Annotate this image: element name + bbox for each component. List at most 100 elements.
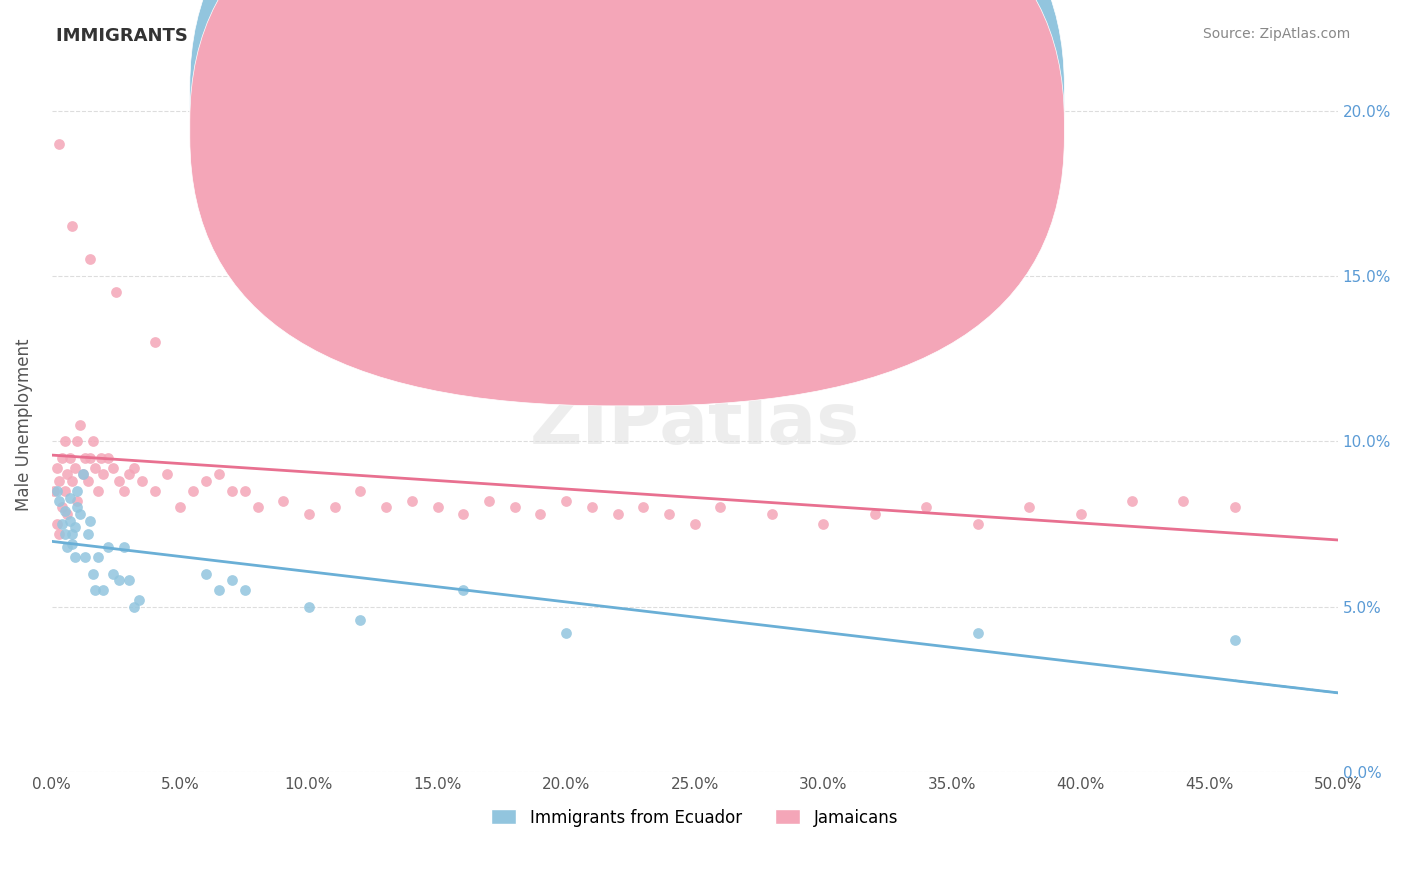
Point	[53, 504, 76, 518]
Point	[143, 483, 166, 498]
Point	[91, 467, 114, 482]
Point	[118, 573, 141, 587]
Point	[51, 450, 73, 465]
Point	[103, 460, 125, 475]
Point	[451, 583, 474, 598]
Point	[66, 434, 89, 449]
Point	[53, 434, 76, 449]
Point	[72, 467, 94, 482]
Point	[633, 500, 655, 515]
Text: R = -0.522  N = 40: R = -0.522 N = 40	[619, 85, 799, 103]
Point	[1173, 493, 1195, 508]
Point	[59, 450, 82, 465]
Point	[60, 219, 83, 234]
Point	[233, 583, 256, 598]
Legend: Immigrants from Ecuador, Jamaicans: Immigrants from Ecuador, Jamaicans	[485, 802, 904, 833]
Point	[233, 483, 256, 498]
Point	[478, 493, 501, 508]
Point	[112, 483, 135, 498]
Point	[51, 500, 73, 515]
Point	[66, 483, 89, 498]
Point	[72, 467, 94, 482]
Point	[59, 514, 82, 528]
Point	[45, 516, 67, 531]
Point	[221, 483, 243, 498]
Point	[48, 474, 70, 488]
Point	[1223, 500, 1246, 515]
Point	[208, 467, 231, 482]
Point	[813, 368, 835, 383]
Point	[131, 474, 153, 488]
Point	[375, 500, 398, 515]
Point	[87, 483, 110, 498]
Point	[112, 540, 135, 554]
Text: IMMIGRANTS FROM ECUADOR VS JAMAICAN MALE UNEMPLOYMENT CORRELATION CHART: IMMIGRANTS FROM ECUADOR VS JAMAICAN MALE…	[56, 27, 956, 45]
Point	[169, 500, 191, 515]
Point	[45, 460, 67, 475]
Point	[1070, 507, 1092, 521]
Point	[63, 460, 86, 475]
Point	[79, 514, 101, 528]
Y-axis label: Male Unemployment: Male Unemployment	[15, 338, 32, 511]
Point	[48, 136, 70, 151]
Point	[529, 507, 551, 521]
Point	[915, 500, 938, 515]
Point	[195, 566, 218, 581]
Point	[349, 483, 371, 498]
Point	[156, 467, 179, 482]
Point	[66, 493, 89, 508]
Point	[79, 252, 101, 267]
Text: ZIPatlas: ZIPatlas	[530, 390, 860, 459]
Point	[813, 516, 835, 531]
Point	[97, 450, 120, 465]
Point	[103, 566, 125, 581]
Point	[658, 507, 681, 521]
Point	[426, 500, 449, 515]
Text: R =  0.193  N = 76: R = 0.193 N = 76	[619, 120, 799, 138]
Point	[56, 507, 79, 521]
Point	[44, 483, 66, 498]
Point	[76, 527, 98, 541]
Point	[271, 493, 294, 508]
Point	[48, 527, 70, 541]
Point	[761, 507, 783, 521]
Point	[56, 467, 79, 482]
Point	[84, 583, 107, 598]
Point	[60, 537, 83, 551]
Point	[581, 500, 603, 515]
Point	[181, 483, 204, 498]
Point	[75, 549, 97, 564]
Point	[45, 483, 67, 498]
Point	[90, 450, 112, 465]
Point	[401, 493, 423, 508]
Point	[118, 467, 141, 482]
Point	[221, 573, 243, 587]
Point	[53, 527, 76, 541]
Point	[69, 507, 91, 521]
Point	[863, 507, 886, 521]
Point	[56, 540, 79, 554]
Point	[1018, 500, 1040, 515]
Point	[75, 450, 97, 465]
Text: Source: ZipAtlas.com: Source: ZipAtlas.com	[1202, 27, 1350, 41]
Point	[683, 516, 706, 531]
Point	[82, 434, 104, 449]
Point	[91, 583, 114, 598]
Point	[63, 549, 86, 564]
Point	[66, 500, 89, 515]
Point	[966, 516, 988, 531]
Point	[107, 474, 129, 488]
Point	[208, 583, 231, 598]
Point	[82, 566, 104, 581]
Point	[51, 516, 73, 531]
Point	[128, 593, 150, 607]
Point	[143, 334, 166, 349]
Point	[323, 500, 346, 515]
Point	[709, 500, 731, 515]
Point	[69, 417, 91, 432]
Point	[122, 599, 145, 614]
Point	[555, 626, 578, 640]
Point	[84, 460, 107, 475]
Point	[606, 507, 628, 521]
Point	[87, 549, 110, 564]
